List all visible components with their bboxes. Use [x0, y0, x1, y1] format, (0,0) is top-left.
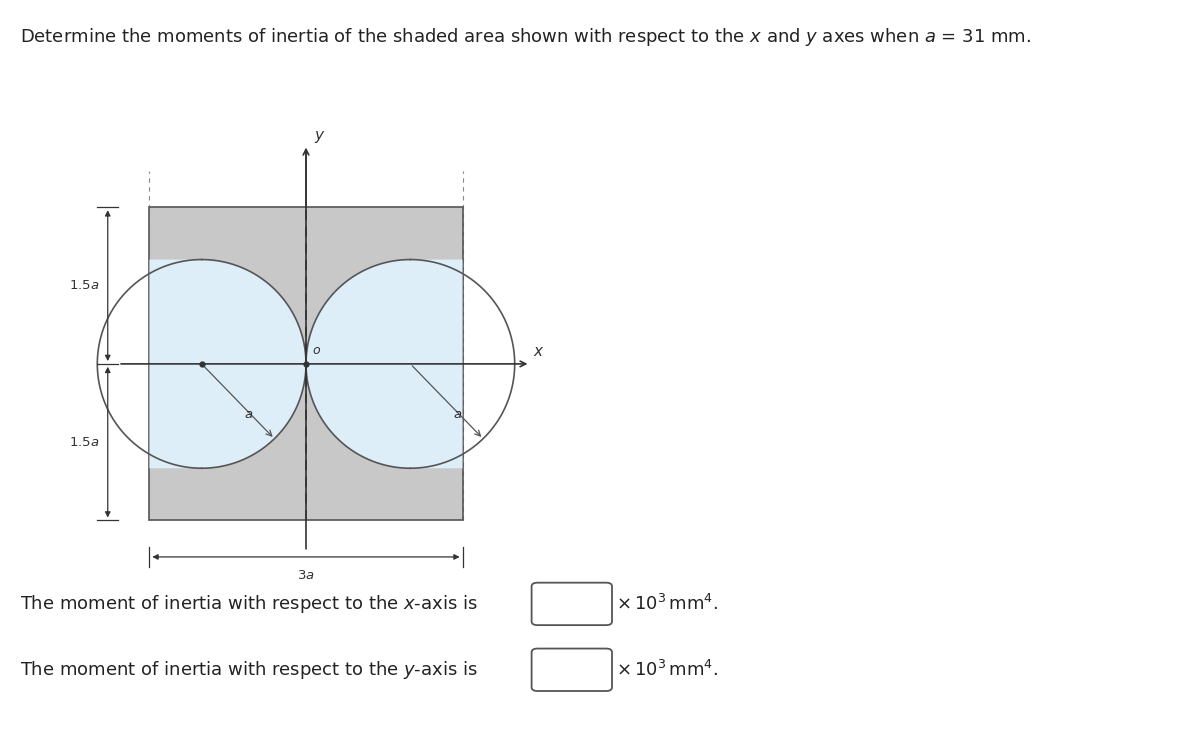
Text: $3a$: $3a$ — [298, 569, 314, 583]
Text: $a$: $a$ — [452, 408, 462, 421]
FancyBboxPatch shape — [532, 649, 612, 691]
Text: The moment of inertia with respect to the $y$-axis is: The moment of inertia with respect to th… — [20, 659, 478, 681]
Text: $\times\,10^3\,\mathrm{mm}^4.$: $\times\,10^3\,\mathrm{mm}^4.$ — [616, 660, 718, 680]
Text: The moment of inertia with respect to the $x$-axis is: The moment of inertia with respect to th… — [20, 593, 478, 615]
Polygon shape — [306, 260, 462, 468]
Text: $1.5a$: $1.5a$ — [70, 436, 100, 449]
Text: $\times\,10^3\,\mathrm{mm}^4.$: $\times\,10^3\,\mathrm{mm}^4.$ — [616, 594, 718, 614]
Text: Determine the moments of inertia of the shaded area shown with respect to the $x: Determine the moments of inertia of the … — [20, 26, 1032, 48]
Text: $y$: $y$ — [314, 129, 326, 145]
Text: $1.5a$: $1.5a$ — [70, 279, 100, 292]
Polygon shape — [150, 207, 462, 520]
FancyBboxPatch shape — [532, 583, 612, 625]
Polygon shape — [150, 260, 306, 468]
Text: $x$: $x$ — [534, 344, 545, 359]
Text: $o$: $o$ — [312, 343, 322, 356]
Text: $a$: $a$ — [244, 408, 253, 421]
